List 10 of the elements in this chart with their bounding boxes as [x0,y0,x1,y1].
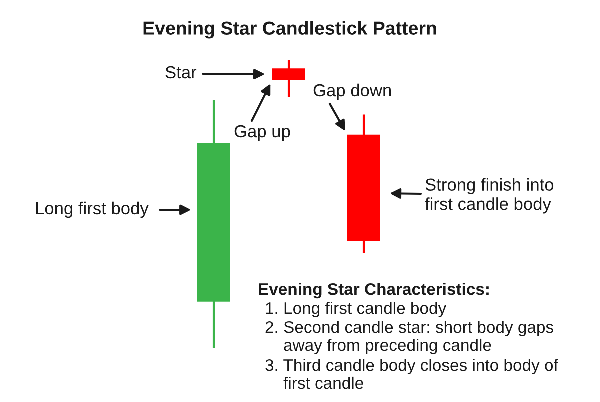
text: Strong finish into first candle body [425,178,554,214]
annotation: Evening Star Characteristics: [259,283,489,299]
annotation: Star [166,66,197,79]
annotation: Gap down [314,84,392,100]
chart-title: Evening Star Candlestick Pattern [144,21,436,39]
annotation: 2. Second candle star: short body gaps away from preceding candle [266,321,554,354]
annotation: Gap up [234,125,290,142]
text: 3. Third candle body closes into body of first candle [266,359,558,390]
text: Long first body [36,202,149,218]
annotation: 1. Long first candle body [266,302,447,318]
